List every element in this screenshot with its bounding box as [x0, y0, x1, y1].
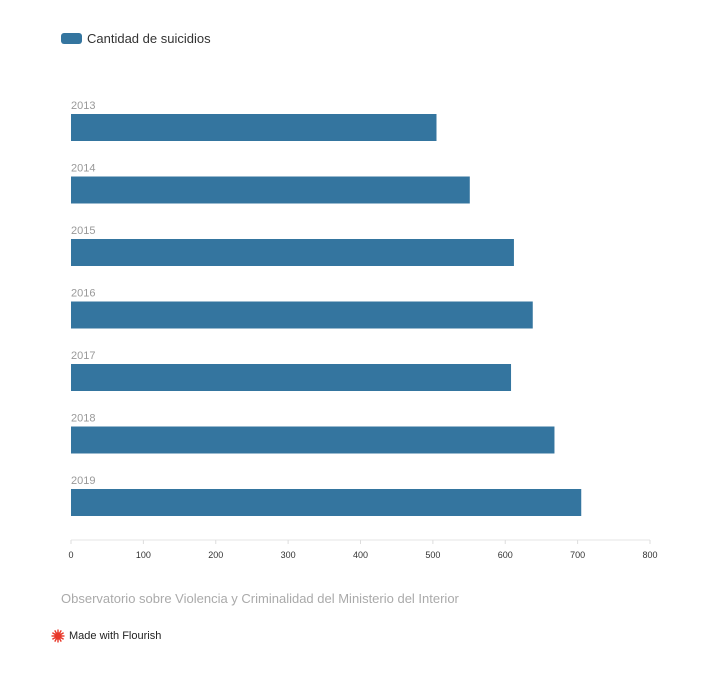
- legend-label: Cantidad de suicidios: [87, 31, 211, 46]
- category-label: 2014: [71, 163, 95, 175]
- bar[interactable]: [71, 426, 555, 454]
- x-tick-label: 400: [353, 550, 368, 560]
- made-with-flourish-label: Made with Flourish: [69, 630, 162, 642]
- bar[interactable]: [71, 489, 582, 516]
- x-tick-label: 600: [498, 550, 513, 560]
- source-note: Observatorio sobre Violencia y Criminali…: [61, 591, 459, 606]
- x-tick-label: 800: [642, 550, 657, 560]
- legend: Cantidad de suicidios: [61, 31, 211, 46]
- category-label: 2017: [71, 350, 95, 362]
- category-label: 2013: [71, 100, 95, 112]
- category-label: 2016: [71, 288, 95, 300]
- x-tick-label: 500: [425, 550, 440, 560]
- bar[interactable]: [71, 239, 514, 266]
- x-tick-label: 0: [68, 550, 73, 560]
- legend-swatch: [61, 33, 82, 44]
- x-tick-label: 300: [281, 550, 296, 560]
- x-tick-label: 700: [570, 550, 585, 560]
- bar[interactable]: [71, 301, 533, 329]
- x-tick-label: 100: [136, 550, 151, 560]
- bar[interactable]: [71, 114, 437, 141]
- bar[interactable]: [71, 364, 512, 391]
- made-with-flourish-link[interactable]: Made with Flourish: [51, 629, 161, 643]
- category-label: 2018: [71, 413, 95, 425]
- flourish-logo-icon: [51, 629, 65, 643]
- category-label: 2019: [71, 475, 95, 487]
- x-tick-label: 200: [208, 550, 223, 560]
- category-label: 2015: [71, 225, 95, 237]
- bar[interactable]: [71, 176, 470, 204]
- bar-chart: 2013 2014 2015 2016 2017 2018 2019 0 100 200 300 40…: [68, 100, 657, 560]
